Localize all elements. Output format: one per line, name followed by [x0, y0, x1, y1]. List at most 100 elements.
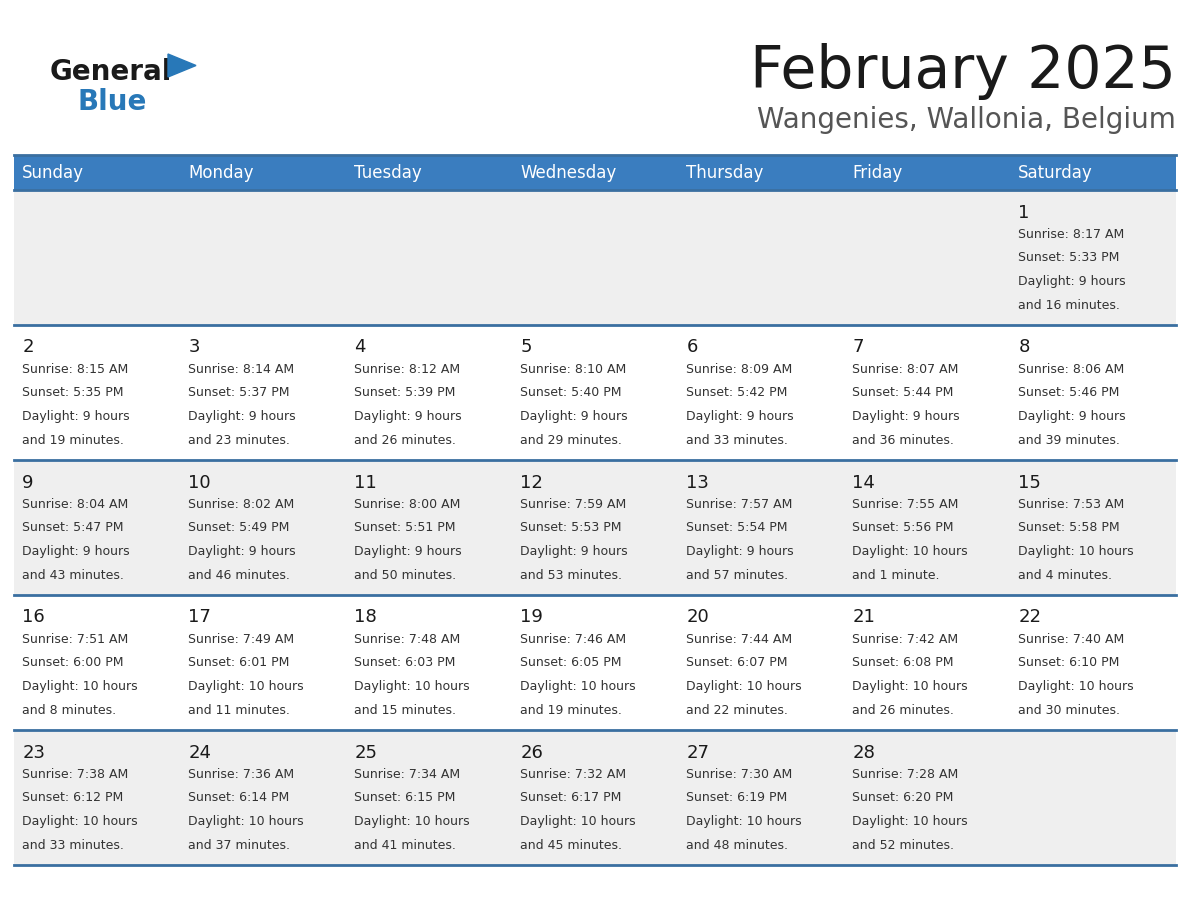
Text: Sunset: 5:42 PM: Sunset: 5:42 PM [687, 386, 788, 399]
Bar [512, 190, 678, 325]
Text: Sunrise: 7:51 AM: Sunrise: 7:51 AM [23, 633, 128, 645]
Text: Sunrise: 8:12 AM: Sunrise: 8:12 AM [354, 363, 461, 375]
Text: Wednesday: Wednesday [520, 163, 617, 182]
Text: Sunset: 5:40 PM: Sunset: 5:40 PM [520, 386, 621, 399]
Text: Sunrise: 7:36 AM: Sunrise: 7:36 AM [189, 767, 295, 781]
Text: Sunset: 5:49 PM: Sunset: 5:49 PM [189, 521, 290, 534]
Text: Wangenies, Wallonia, Belgium: Wangenies, Wallonia, Belgium [757, 106, 1176, 134]
Text: Daylight: 10 hours: Daylight: 10 hours [354, 680, 470, 693]
Text: Sunrise: 7:38 AM: Sunrise: 7:38 AM [23, 767, 128, 781]
Text: Sunrise: 8:06 AM: Sunrise: 8:06 AM [1018, 363, 1125, 375]
Text: Sunset: 5:54 PM: Sunset: 5:54 PM [687, 521, 788, 534]
Text: Sunset: 6:05 PM: Sunset: 6:05 PM [520, 656, 621, 669]
Text: Sunset: 5:35 PM: Sunset: 5:35 PM [23, 386, 124, 399]
Bar [512, 325, 678, 460]
Text: Sunset: 5:51 PM: Sunset: 5:51 PM [354, 521, 456, 534]
Text: 5: 5 [520, 339, 532, 356]
Text: Sunrise: 7:32 AM: Sunrise: 7:32 AM [520, 767, 626, 781]
Bar [843, 460, 1010, 595]
Text: Sunrise: 8:07 AM: Sunrise: 8:07 AM [852, 363, 959, 375]
Text: Saturday: Saturday [1018, 163, 1093, 182]
Text: Sunset: 6:17 PM: Sunset: 6:17 PM [520, 791, 621, 804]
Text: and 16 minutes.: and 16 minutes. [1018, 298, 1120, 312]
Text: 13: 13 [687, 474, 709, 491]
Bar [14, 730, 181, 865]
Text: 3: 3 [189, 339, 200, 356]
Text: 18: 18 [354, 609, 377, 626]
Bar [14, 460, 181, 595]
Text: Tuesday: Tuesday [354, 163, 422, 182]
Text: Sunset: 6:20 PM: Sunset: 6:20 PM [852, 791, 954, 804]
Text: and 43 minutes.: and 43 minutes. [23, 568, 125, 582]
Text: 27: 27 [687, 744, 709, 762]
Bar [512, 595, 678, 730]
Text: 10: 10 [189, 474, 211, 491]
Bar [678, 190, 843, 325]
Text: 21: 21 [852, 609, 876, 626]
Text: Daylight: 9 hours: Daylight: 9 hours [23, 545, 129, 558]
Text: Sunset: 5:47 PM: Sunset: 5:47 PM [23, 521, 124, 534]
Text: Sunrise: 7:42 AM: Sunrise: 7:42 AM [852, 633, 959, 645]
Text: Sunrise: 7:30 AM: Sunrise: 7:30 AM [687, 767, 792, 781]
Text: Daylight: 10 hours: Daylight: 10 hours [23, 680, 138, 693]
Text: Sunset: 5:53 PM: Sunset: 5:53 PM [520, 521, 621, 534]
Text: Sunrise: 8:17 AM: Sunrise: 8:17 AM [1018, 228, 1125, 241]
Text: General: General [50, 58, 172, 86]
Bar [346, 730, 512, 865]
Bar [181, 190, 346, 325]
Text: and 8 minutes.: and 8 minutes. [23, 704, 116, 717]
Text: Daylight: 10 hours: Daylight: 10 hours [852, 680, 968, 693]
Text: and 19 minutes.: and 19 minutes. [520, 704, 623, 717]
Bar [843, 730, 1010, 865]
Text: 22: 22 [1018, 609, 1042, 626]
Text: and 48 minutes.: and 48 minutes. [687, 839, 789, 852]
Text: Thursday: Thursday [687, 163, 764, 182]
Bar [1010, 460, 1176, 595]
Bar [678, 595, 843, 730]
Text: 19: 19 [520, 609, 543, 626]
Text: Sunset: 6:00 PM: Sunset: 6:00 PM [23, 656, 124, 669]
Text: Blue: Blue [78, 88, 147, 116]
Text: Sunrise: 7:57 AM: Sunrise: 7:57 AM [687, 498, 792, 510]
Text: Sunrise: 7:49 AM: Sunrise: 7:49 AM [189, 633, 295, 645]
Text: 9: 9 [23, 474, 33, 491]
Text: Sunset: 5:56 PM: Sunset: 5:56 PM [852, 521, 954, 534]
Bar [181, 595, 346, 730]
Text: Sunrise: 7:48 AM: Sunrise: 7:48 AM [354, 633, 461, 645]
Bar [14, 155, 181, 190]
Text: Sunrise: 7:28 AM: Sunrise: 7:28 AM [852, 767, 959, 781]
Text: Daylight: 9 hours: Daylight: 9 hours [189, 545, 296, 558]
Text: Sunrise: 7:44 AM: Sunrise: 7:44 AM [687, 633, 792, 645]
Text: and 30 minutes.: and 30 minutes. [1018, 704, 1120, 717]
Text: Sunset: 5:37 PM: Sunset: 5:37 PM [189, 386, 290, 399]
Bar [346, 155, 512, 190]
Bar [346, 595, 512, 730]
Text: Sunrise: 8:04 AM: Sunrise: 8:04 AM [23, 498, 128, 510]
Text: 6: 6 [687, 339, 697, 356]
Text: Sunrise: 8:14 AM: Sunrise: 8:14 AM [189, 363, 295, 375]
Text: 7: 7 [852, 339, 864, 356]
Text: Friday: Friday [852, 163, 903, 182]
Text: and 33 minutes.: and 33 minutes. [23, 839, 125, 852]
Text: Daylight: 10 hours: Daylight: 10 hours [687, 815, 802, 828]
Bar [14, 325, 181, 460]
Text: Daylight: 10 hours: Daylight: 10 hours [852, 815, 968, 828]
Bar [346, 460, 512, 595]
Bar [843, 155, 1010, 190]
Text: Sunset: 5:46 PM: Sunset: 5:46 PM [1018, 386, 1119, 399]
Text: Sunrise: 7:46 AM: Sunrise: 7:46 AM [520, 633, 626, 645]
Text: and 53 minutes.: and 53 minutes. [520, 568, 623, 582]
Text: Daylight: 9 hours: Daylight: 9 hours [1018, 410, 1126, 423]
Text: and 26 minutes.: and 26 minutes. [852, 704, 954, 717]
Bar [843, 595, 1010, 730]
Text: Daylight: 9 hours: Daylight: 9 hours [687, 545, 794, 558]
Text: Daylight: 10 hours: Daylight: 10 hours [189, 680, 304, 693]
Text: Sunset: 5:58 PM: Sunset: 5:58 PM [1018, 521, 1120, 534]
Text: Sunset: 5:39 PM: Sunset: 5:39 PM [354, 386, 456, 399]
Text: 26: 26 [520, 744, 543, 762]
Bar [346, 190, 512, 325]
Text: Sunrise: 8:00 AM: Sunrise: 8:00 AM [354, 498, 461, 510]
Text: Sunset: 5:44 PM: Sunset: 5:44 PM [852, 386, 954, 399]
Text: 25: 25 [354, 744, 378, 762]
Text: and 15 minutes.: and 15 minutes. [354, 704, 456, 717]
